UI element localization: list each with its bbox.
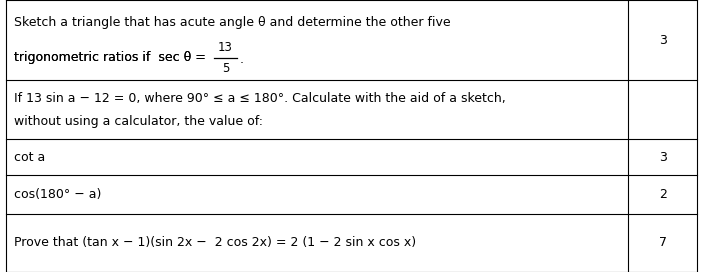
Text: without using a calculator, the value of:: without using a calculator, the value of… xyxy=(14,115,263,128)
Text: If 13 sin a − 12 = 0, where 90° ≤ a ≤ 180°. Calculate with the aid of a sketch,: If 13 sin a − 12 = 0, where 90° ≤ a ≤ 18… xyxy=(14,92,506,106)
Text: trigonometric ratios if  sec θ =: trigonometric ratios if sec θ = xyxy=(14,51,210,64)
Text: cos(180° − a): cos(180° − a) xyxy=(14,188,101,201)
Text: .: . xyxy=(240,53,243,66)
Text: trigonometric ratios if  sec θ =: trigonometric ratios if sec θ = xyxy=(14,51,210,64)
Text: 7: 7 xyxy=(659,236,667,249)
Text: cot a: cot a xyxy=(14,151,45,163)
Text: 13: 13 xyxy=(218,41,233,54)
Text: 3: 3 xyxy=(659,151,667,163)
Text: Sketch a triangle that has acute angle θ and determine the other five: Sketch a triangle that has acute angle θ… xyxy=(14,16,451,29)
Text: Prove that (tan x − 1)(sin 2x −  2 cos 2x) = 2 (1 − 2 sin x cos x): Prove that (tan x − 1)(sin 2x − 2 cos 2x… xyxy=(14,236,416,249)
Text: 3: 3 xyxy=(659,34,667,47)
Text: 5: 5 xyxy=(221,62,229,75)
Text: 2: 2 xyxy=(659,188,667,201)
